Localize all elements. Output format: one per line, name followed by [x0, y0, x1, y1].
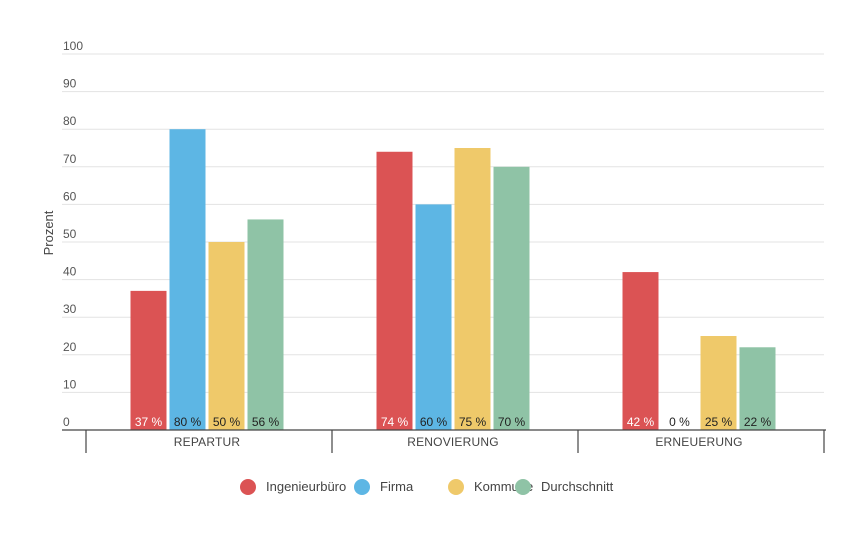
data-label: 74 % [381, 415, 409, 429]
y-tick-label: 100 [63, 39, 83, 53]
x-axis: REPARTUR RENOVIERUNG ERNEUERUNG [62, 429, 826, 453]
legend-label: Ingenieurbüro [266, 479, 346, 494]
x-tick-label: RENOVIERUNG [407, 435, 499, 449]
bar [376, 151, 413, 430]
bar [415, 204, 452, 430]
y-tick-label: 40 [63, 265, 77, 279]
data-label: 50 % [213, 415, 241, 429]
legend-swatch [515, 479, 531, 495]
y-axis-ticks: 0 10 20 30 40 50 60 70 80 90 100 [63, 39, 83, 429]
bar [700, 336, 737, 430]
bar [454, 148, 491, 430]
x-tick-label: ERNEUERUNG [655, 435, 742, 449]
data-label: 25 % [705, 415, 733, 429]
y-tick-label: 30 [63, 302, 77, 316]
y-tick-label: 20 [63, 340, 77, 354]
legend-label: Durchschnitt [541, 479, 614, 494]
data-label: 37 % [135, 415, 163, 429]
legend-label: Firma [380, 479, 414, 494]
bars [130, 129, 776, 431]
data-label: 0 % [669, 415, 690, 429]
y-tick-label: 0 [63, 415, 70, 429]
legend-swatch [354, 479, 370, 495]
data-label: 42 % [627, 415, 655, 429]
data-label: 56 % [252, 415, 280, 429]
y-tick-label: 10 [63, 377, 77, 391]
data-label: 75 % [459, 415, 487, 429]
bar [739, 347, 776, 430]
y-tick-label: 90 [63, 77, 77, 91]
bar [622, 272, 659, 430]
legend-swatch [448, 479, 464, 495]
legend: Ingenieurbüro Firma Kommune Durchschnitt [240, 479, 614, 495]
data-label: 70 % [498, 415, 526, 429]
y-axis-title: Prozent [41, 210, 56, 255]
bar [169, 129, 206, 430]
data-labels: 37 % 80 % 50 % 56 % 74 % 60 % 75 % 70 % 42 % 0 % 2… [135, 415, 772, 429]
legend-swatch [240, 479, 256, 495]
data-label: 80 % [174, 415, 202, 429]
bar [130, 290, 167, 430]
bar [247, 219, 284, 430]
y-tick-label: 50 [63, 227, 77, 241]
data-label: 60 % [420, 415, 448, 429]
bar [208, 242, 245, 430]
data-label: 22 % [744, 415, 772, 429]
y-tick-label: 80 [63, 114, 77, 128]
bar [493, 166, 530, 431]
x-tick-label: REPARTUR [174, 435, 241, 449]
y-tick-label: 60 [63, 189, 77, 203]
y-tick-label: 70 [63, 152, 77, 166]
